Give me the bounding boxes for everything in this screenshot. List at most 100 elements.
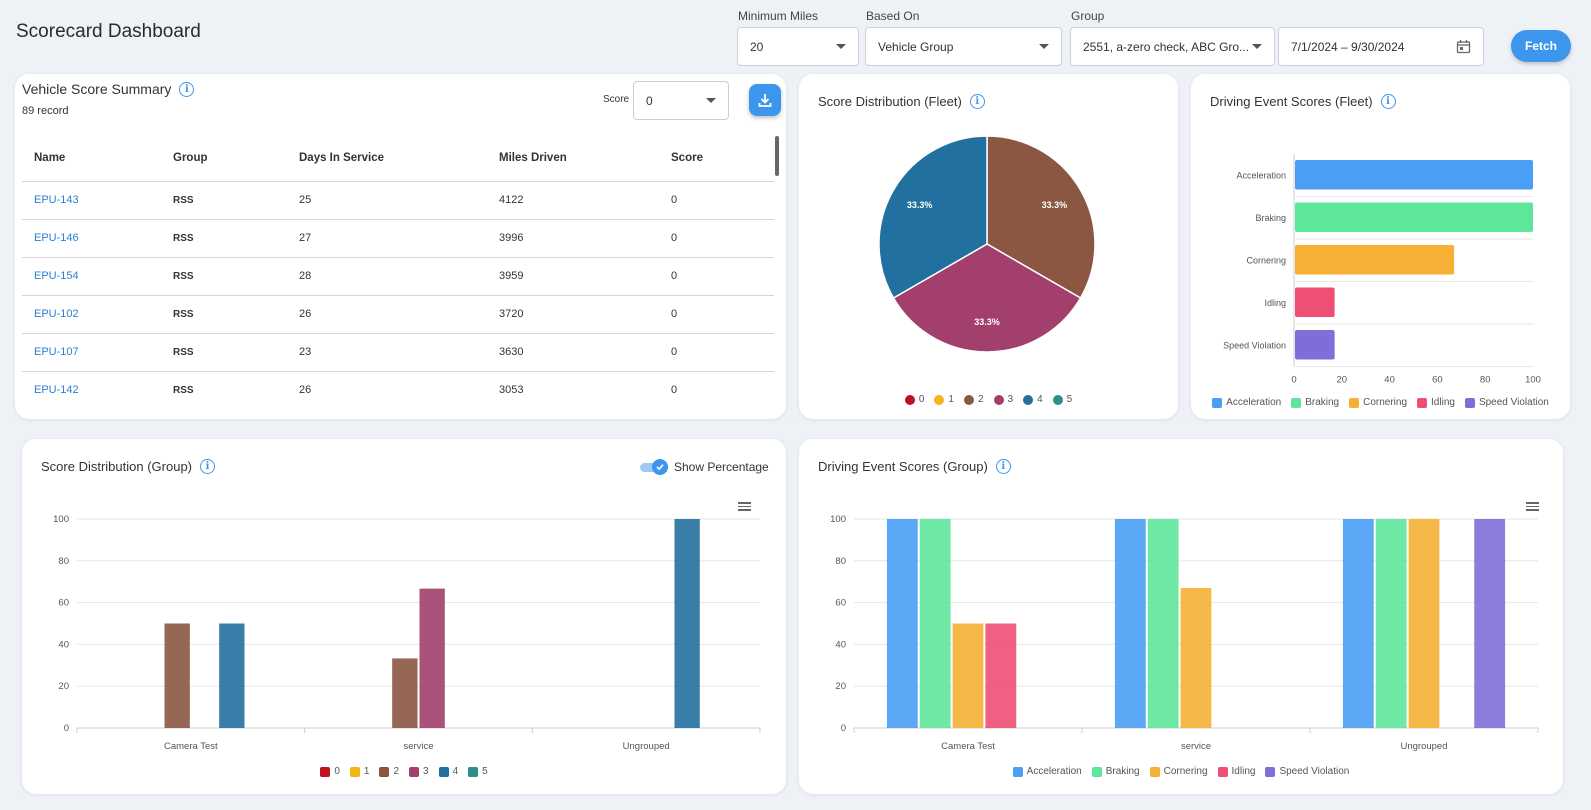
- group-events-legend: Acceleration Braking Cornering Idling Sp…: [799, 766, 1563, 777]
- legend-item[interactable]: Acceleration: [1212, 397, 1281, 408]
- fleet-pie-header: Score Distribution (Fleet) i: [818, 94, 985, 109]
- card-title: Driving Event Scores (Group): [818, 459, 988, 474]
- vehicle-name-link[interactable]: EPU-143: [22, 181, 161, 220]
- legend-label: Cornering: [1163, 766, 1208, 777]
- page-title: Scorecard Dashboard: [16, 21, 201, 42]
- legend-item[interactable]: Speed Violation: [1464, 397, 1549, 408]
- legend-item[interactable]: 5: [1052, 394, 1072, 405]
- vehicle-name-link[interactable]: EPU-146: [22, 219, 161, 258]
- fetch-button[interactable]: Fetch: [1511, 30, 1571, 62]
- cell-score: 0: [659, 181, 774, 220]
- legend-swatch: [1023, 394, 1034, 405]
- legend-item[interactable]: 4: [438, 766, 458, 777]
- cell-miles: 3959: [487, 257, 659, 296]
- legend-item[interactable]: Cornering: [1349, 397, 1407, 408]
- legend-item[interactable]: 5: [468, 766, 488, 777]
- download-button[interactable]: [749, 84, 781, 116]
- x-tick-label: 80: [1480, 375, 1491, 386]
- bar: [392, 658, 418, 728]
- legend-swatch: [349, 766, 360, 777]
- date-range-input[interactable]: 7/1/2024 – 9/30/2024: [1278, 27, 1484, 66]
- vehicle-table: Name Group Days In Service Miles Driven …: [22, 136, 774, 400]
- legend-swatch: [1091, 766, 1102, 777]
- table-row: EPU-142 RSS 26 3053 0: [22, 371, 774, 400]
- vehicle-name-link[interactable]: EPU-142: [22, 371, 161, 400]
- column-header-name[interactable]: Name: [22, 136, 161, 182]
- legend-swatch: [934, 394, 945, 405]
- show-percentage-toggle[interactable]: Show Percentage: [640, 459, 769, 475]
- bar: [952, 623, 984, 728]
- legend-label: Idling: [1231, 766, 1256, 777]
- fleet-pie-legend: 0 1 2 3 4 5: [799, 394, 1178, 405]
- info-icon[interactable]: i: [200, 459, 215, 474]
- legend-item[interactable]: 2: [963, 394, 984, 405]
- legend-item[interactable]: 0: [904, 394, 924, 405]
- legend-item[interactable]: Speed Violation: [1265, 766, 1349, 777]
- based-on-label: Based On: [866, 9, 920, 23]
- bar: [419, 588, 445, 728]
- info-icon[interactable]: i: [969, 94, 985, 109]
- legend-swatch: [904, 394, 915, 405]
- legend-swatch: [320, 766, 331, 777]
- legend-item[interactable]: 3: [409, 766, 429, 777]
- cell-group: RSS: [161, 219, 287, 258]
- info-icon[interactable]: i: [995, 459, 1011, 474]
- column-header-group[interactable]: Group: [161, 136, 287, 182]
- legend-item[interactable]: Acceleration: [1012, 766, 1082, 777]
- based-on-select[interactable]: Vehicle Group: [865, 27, 1062, 66]
- legend-item[interactable]: Idling: [1417, 397, 1455, 408]
- legend-item[interactable]: 2: [379, 766, 399, 777]
- y-tick-label: Cornering: [1246, 255, 1286, 265]
- toggle-switch[interactable]: [640, 459, 668, 475]
- legend-swatch: [993, 394, 1004, 405]
- cell-miles: 4122: [487, 181, 659, 220]
- legend-item[interactable]: 0: [320, 766, 340, 777]
- pie-slice-label: 33.3%: [974, 317, 1000, 327]
- vehicle-name-link[interactable]: EPU-102: [22, 295, 161, 334]
- legend-item[interactable]: Idling: [1217, 766, 1256, 777]
- bar: [985, 623, 1017, 728]
- cell-days: 25: [287, 181, 487, 220]
- score-filter-select[interactable]: 0: [633, 81, 729, 120]
- column-header-days[interactable]: Days In Service: [287, 136, 487, 182]
- min-miles-label: Minimum Miles: [738, 9, 819, 23]
- min-miles-select[interactable]: 20: [737, 27, 859, 66]
- vehicle-name-link[interactable]: EPU-154: [22, 257, 161, 296]
- y-tick-label: 20: [58, 681, 69, 692]
- cell-miles: 3630: [487, 333, 659, 372]
- cell-days: 26: [287, 371, 487, 400]
- legend-item[interactable]: Braking: [1291, 397, 1339, 408]
- info-icon[interactable]: i: [179, 81, 195, 97]
- legend-item[interactable]: 4: [1023, 394, 1043, 405]
- legend-label: Speed Violation: [1279, 766, 1350, 777]
- legend-label: 5: [482, 766, 488, 777]
- legend-item[interactable]: Braking: [1091, 766, 1140, 777]
- legend-item[interactable]: 3: [993, 394, 1013, 405]
- legend-label: 1: [948, 394, 954, 405]
- download-icon: [758, 94, 772, 107]
- cell-miles: 3053: [487, 371, 659, 400]
- legend-item[interactable]: 1: [934, 394, 954, 405]
- table-row: EPU-146 RSS 27 3996 0: [22, 219, 774, 258]
- bar: [164, 623, 190, 728]
- toggle-label: Show Percentage: [674, 460, 769, 474]
- vehicle-score-summary-header: Vehicle Score Summary i: [22, 81, 195, 97]
- legend-item[interactable]: 1: [349, 766, 369, 777]
- menu-icon[interactable]: [738, 500, 751, 513]
- group-select[interactable]: 2551, a-zero check, ABC Gro...: [1070, 27, 1275, 66]
- vehicle-name-link[interactable]: EPU-107: [22, 333, 161, 372]
- info-icon[interactable]: i: [1380, 94, 1396, 109]
- x-tick-label: Ungrouped: [1400, 741, 1447, 752]
- date-range-value: 7/1/2024 – 9/30/2024: [1291, 39, 1405, 54]
- column-header-miles[interactable]: Miles Driven: [487, 136, 659, 182]
- legend-item[interactable]: Cornering: [1149, 766, 1208, 777]
- legend-swatch: [1052, 394, 1063, 405]
- bar: [1147, 519, 1179, 728]
- calendar-icon[interactable]: [1456, 39, 1471, 54]
- group-dist-legend: 0 1 2 3 4 5: [22, 766, 786, 777]
- column-header-score[interactable]: Score: [659, 136, 774, 182]
- vehicle-table-wrap[interactable]: Name Group Days In Service Miles Driven …: [22, 136, 774, 400]
- menu-icon[interactable]: [1526, 500, 1539, 513]
- chevron-down-icon: [1252, 44, 1262, 49]
- table-scrollbar[interactable]: [775, 136, 779, 176]
